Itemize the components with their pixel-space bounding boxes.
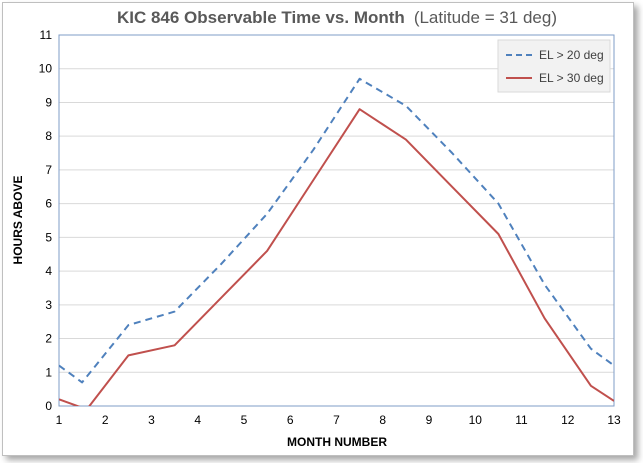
x-tick-label: 13	[607, 413, 621, 427]
x-tick-label: 8	[379, 413, 386, 427]
x-tick-label: 5	[241, 413, 248, 427]
x-tick-label: 11	[515, 413, 528, 427]
y-tick-label: 1	[45, 365, 52, 379]
legend-label-el20: EL > 20 deg	[539, 48, 604, 62]
y-tick-label: 6	[45, 197, 52, 211]
legend-box	[497, 39, 611, 93]
chart-title: KIC 846 Observable Time vs. Month (Latit…	[117, 8, 557, 27]
y-tick-label: 5	[45, 230, 52, 244]
x-tick-label: 7	[333, 413, 340, 427]
y-axis-ticks: 0 1 2 3 4 5 6 7 8 9 10 11	[39, 28, 53, 413]
y-tick-label: 11	[40, 28, 53, 42]
chart-title-main: KIC 846 Observable Time vs. Month	[117, 8, 405, 27]
gridlines	[59, 68, 614, 373]
y-tick-label: 7	[45, 163, 52, 177]
x-tick-label: 1	[56, 413, 63, 427]
x-tick-label: 6	[287, 413, 294, 427]
y-tick-label: 4	[45, 264, 52, 278]
x-tick-label: 4	[194, 413, 201, 427]
y-tick-label: 0	[45, 399, 52, 413]
x-tick-label: 2	[102, 413, 109, 427]
x-tick-label: 3	[148, 413, 155, 427]
y-axis-label: HOURS ABOVE	[11, 176, 25, 265]
series-layer	[59, 77, 614, 406]
x-tick-label: 12	[561, 413, 575, 427]
legend: EL > 20 deg EL > 30 deg	[497, 39, 611, 93]
plot-area-border	[58, 34, 615, 407]
series-line-el20	[59, 77, 614, 384]
x-axis-label: MONTH NUMBER	[287, 435, 387, 449]
chart-subtitle: (Latitude = 31 deg)	[414, 8, 557, 27]
x-axis-ticks: 1 2 3 4 5 6 7 8 9 10 11 12 13	[56, 413, 621, 427]
x-tick-label: 10	[469, 413, 483, 427]
y-tick-label: 8	[45, 129, 52, 143]
y-tick-label: 9	[45, 95, 52, 109]
legend-label-el30: EL > 30 deg	[539, 71, 604, 85]
y-tick-label: 3	[45, 298, 52, 312]
x-tick-label: 9	[426, 413, 433, 427]
series-line-el30	[59, 108, 614, 406]
y-tick-label: 2	[45, 332, 52, 346]
y-tick-label: 10	[39, 62, 53, 76]
